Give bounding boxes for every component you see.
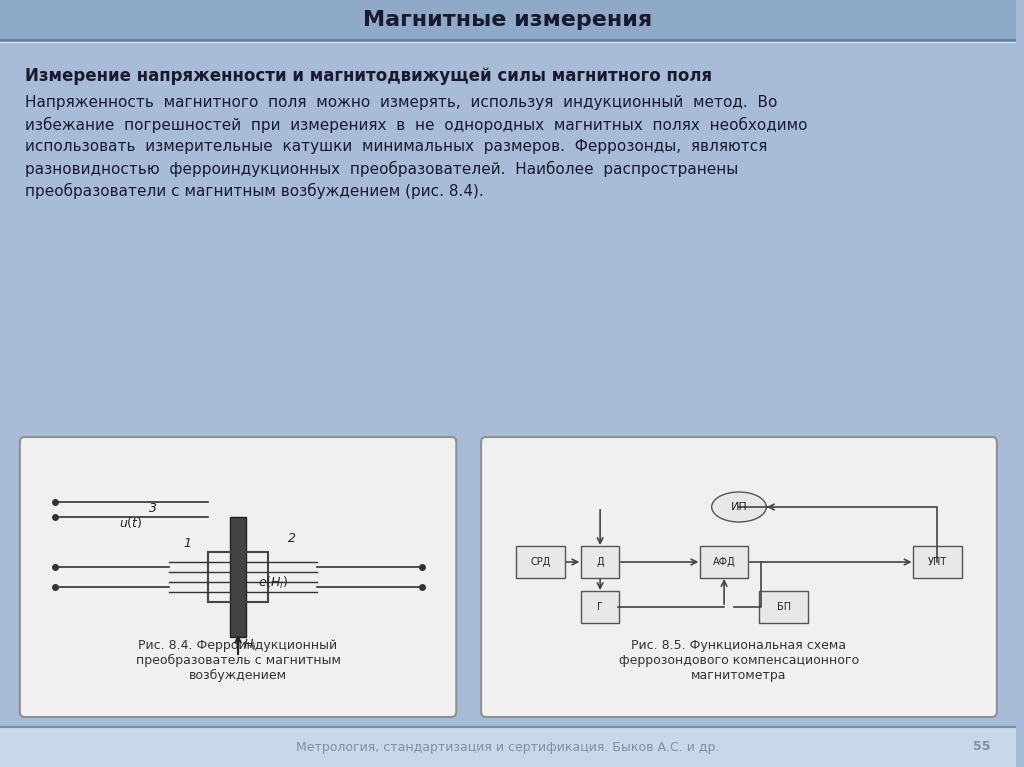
Text: $e(H_i)$: $e(H_i)$ [258, 575, 289, 591]
FancyBboxPatch shape [19, 437, 457, 717]
Text: УПТ: УПТ [928, 557, 947, 567]
Text: Метрология, стандартизация и сертификация. Быков А.С. и др.: Метрология, стандартизация и сертификаци… [296, 740, 720, 753]
Text: Измерение напряженности и магнитодвижущей силы магнитного поля: Измерение напряженности и магнитодвижуще… [25, 67, 712, 85]
Text: Рис. 8.5. Функциональная схема
феррозондового компенсационного
магнитометра: Рис. 8.5. Функциональная схема феррозонд… [618, 639, 859, 682]
Bar [230, 517, 246, 637]
FancyBboxPatch shape [516, 546, 565, 578]
Text: Г: Г [597, 602, 603, 612]
Text: Д: Д [596, 557, 604, 567]
FancyBboxPatch shape [0, 0, 1016, 40]
Text: разновидностью  ферроиндукционных  преобразователей.  Наиболее  распространены: разновидностью ферроиндукционных преобра… [25, 161, 738, 177]
FancyBboxPatch shape [581, 591, 620, 623]
Text: ИП: ИП [730, 502, 748, 512]
FancyBboxPatch shape [699, 546, 749, 578]
Text: использовать  измерительные  катушки  минимальных  размеров.  Феррозонды,  являю: использовать измерительные катушки миним… [25, 139, 767, 154]
Text: 2: 2 [288, 532, 296, 545]
Text: преобразователи с магнитным возбуждением (рис. 8.4).: преобразователи с магнитным возбуждением… [25, 183, 483, 199]
Text: $u(t)$: $u(t)$ [119, 515, 142, 530]
FancyBboxPatch shape [0, 727, 1016, 767]
FancyBboxPatch shape [913, 546, 962, 578]
Bar [208, 552, 268, 602]
Text: $H_i$: $H_i$ [243, 637, 257, 653]
Text: 3: 3 [148, 502, 157, 515]
FancyBboxPatch shape [581, 546, 620, 578]
Text: БП: БП [776, 602, 791, 612]
FancyBboxPatch shape [760, 591, 808, 623]
Text: 55: 55 [973, 740, 991, 753]
Text: 1: 1 [183, 537, 191, 550]
Text: Рис. 8.4. Ферроиндукционный
преобразователь с магнитным
возбуждением: Рис. 8.4. Ферроиндукционный преобразоват… [135, 639, 341, 682]
Ellipse shape [712, 492, 766, 522]
Text: Напряженность  магнитного  поля  можно  измерять,  используя  индукционный  мето: Напряженность магнитного поля можно изме… [25, 95, 777, 110]
Text: АФД: АФД [713, 557, 735, 567]
FancyBboxPatch shape [481, 437, 997, 717]
Text: избежание  погрешностей  при  измерениях  в  не  однородных  магнитных  полях  н: избежание погрешностей при измерениях в … [25, 117, 807, 133]
Text: СРД: СРД [530, 557, 551, 567]
FancyBboxPatch shape [0, 40, 1016, 727]
Text: Магнитные измерения: Магнитные измерения [364, 10, 652, 30]
